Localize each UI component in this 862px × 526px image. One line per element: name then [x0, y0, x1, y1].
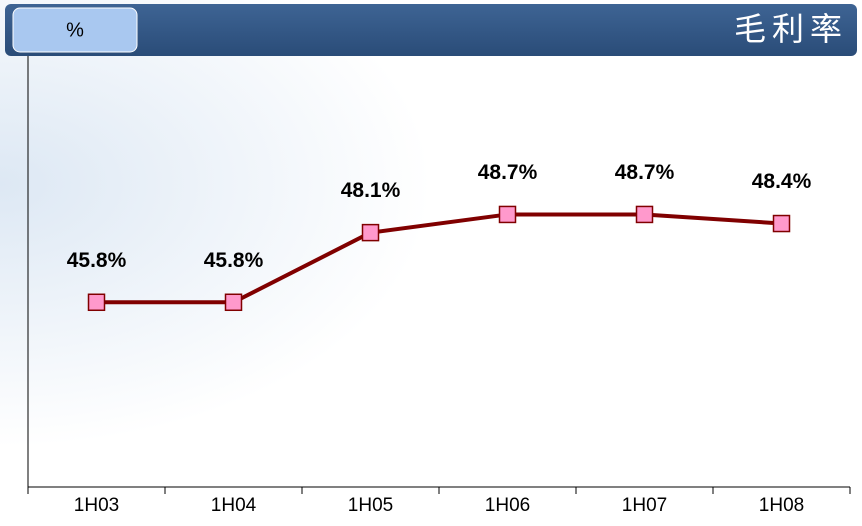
chart-title: 毛利率 — [734, 10, 848, 48]
marker — [498, 205, 517, 224]
marker — [224, 293, 243, 312]
x-tick-label: 1H06 — [485, 495, 530, 516]
data-label: 45.8% — [67, 249, 127, 272]
data-label: 48.7% — [615, 161, 675, 184]
header-bar — [5, 4, 857, 56]
x-tick-label: 1H07 — [622, 495, 667, 516]
marker — [361, 223, 380, 242]
data-label: 48.7% — [478, 161, 538, 184]
marker — [635, 205, 654, 224]
data-label: 45.8% — [204, 249, 264, 272]
data-label: 48.1% — [341, 179, 401, 202]
marker — [87, 293, 106, 312]
data-label: 48.4% — [752, 170, 812, 193]
x-tick-label: 1H05 — [348, 495, 393, 516]
x-tick-label: 1H08 — [759, 495, 804, 516]
line — [96, 212, 782, 305]
unit-box — [12, 7, 138, 53]
marker — [772, 214, 791, 233]
x-tick-label: 1H04 — [211, 495, 257, 516]
unit-label: % — [66, 19, 84, 41]
x-tick-label: 1H03 — [74, 495, 119, 516]
